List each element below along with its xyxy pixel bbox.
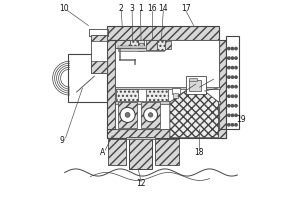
- Circle shape: [228, 47, 230, 50]
- Bar: [115, 101, 220, 104]
- Bar: [146, 89, 168, 102]
- Text: 19: 19: [236, 115, 246, 124]
- Bar: [107, 40, 115, 138]
- Text: 12: 12: [136, 179, 146, 188]
- Bar: [134, 59, 135, 64]
- Circle shape: [235, 114, 237, 116]
- Text: 14: 14: [158, 4, 168, 13]
- Bar: [186, 76, 206, 94]
- Bar: [146, 40, 157, 50]
- Circle shape: [235, 47, 237, 50]
- Bar: [115, 89, 116, 102]
- Circle shape: [231, 105, 234, 107]
- Bar: [92, 35, 107, 73]
- Text: 16: 16: [147, 4, 157, 13]
- Text: 1: 1: [138, 4, 143, 13]
- Circle shape: [235, 124, 237, 126]
- Circle shape: [231, 114, 234, 116]
- Bar: [157, 40, 165, 50]
- Bar: [226, 36, 239, 129]
- Circle shape: [148, 113, 153, 117]
- Circle shape: [231, 57, 234, 59]
- Bar: [189, 80, 201, 91]
- Bar: [138, 43, 144, 48]
- Bar: [119, 48, 120, 60]
- Bar: [118, 102, 137, 128]
- Bar: [116, 89, 138, 102]
- Circle shape: [235, 86, 237, 88]
- Circle shape: [228, 95, 230, 97]
- Bar: [89, 28, 107, 36]
- Bar: [89, 28, 108, 36]
- Bar: [115, 40, 130, 48]
- Circle shape: [235, 95, 237, 97]
- Bar: [129, 137, 152, 169]
- Circle shape: [231, 47, 234, 50]
- Text: 2: 2: [119, 4, 124, 13]
- Circle shape: [228, 76, 230, 78]
- Text: A: A: [100, 148, 105, 157]
- Bar: [107, 129, 226, 138]
- Text: 17: 17: [181, 4, 190, 13]
- Circle shape: [235, 105, 237, 107]
- Bar: [130, 40, 138, 50]
- Bar: [115, 87, 220, 89]
- Circle shape: [228, 66, 230, 69]
- Text: 18: 18: [194, 148, 203, 157]
- Bar: [107, 26, 218, 40]
- Bar: [118, 46, 164, 48]
- Bar: [218, 40, 226, 138]
- Circle shape: [235, 57, 237, 59]
- Circle shape: [228, 114, 230, 116]
- Bar: [68, 54, 107, 102]
- Text: 9: 9: [59, 136, 64, 145]
- Text: 10: 10: [59, 4, 68, 13]
- Circle shape: [228, 86, 230, 88]
- Circle shape: [228, 105, 230, 107]
- Circle shape: [231, 86, 234, 88]
- Circle shape: [120, 107, 135, 122]
- Circle shape: [231, 124, 234, 126]
- Bar: [119, 59, 135, 60]
- Bar: [173, 93, 178, 98]
- Circle shape: [125, 113, 130, 117]
- Bar: [115, 40, 218, 129]
- Circle shape: [228, 57, 230, 59]
- Polygon shape: [170, 84, 218, 138]
- Circle shape: [144, 108, 158, 122]
- Bar: [126, 137, 155, 139]
- Bar: [138, 40, 144, 51]
- Circle shape: [231, 95, 234, 97]
- Bar: [172, 88, 180, 94]
- Bar: [189, 78, 197, 81]
- Circle shape: [231, 66, 234, 69]
- Bar: [92, 35, 107, 41]
- Circle shape: [228, 124, 230, 126]
- Bar: [165, 41, 171, 49]
- Bar: [155, 139, 179, 165]
- Circle shape: [235, 66, 237, 69]
- Bar: [118, 48, 164, 51]
- Bar: [141, 102, 160, 128]
- Circle shape: [231, 76, 234, 78]
- Text: 3: 3: [130, 4, 135, 13]
- Bar: [108, 139, 126, 165]
- Circle shape: [235, 76, 237, 78]
- Bar: [92, 61, 107, 73]
